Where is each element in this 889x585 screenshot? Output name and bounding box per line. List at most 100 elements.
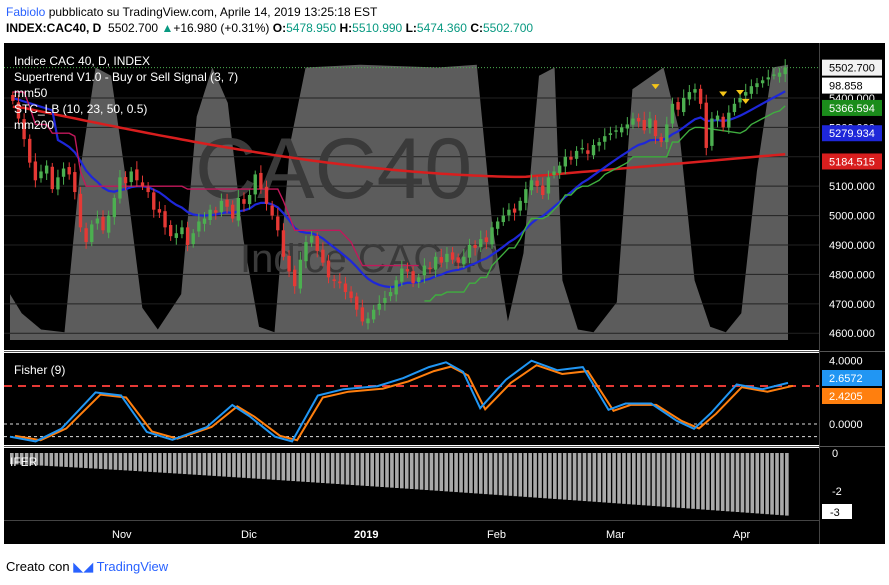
candle-body [73, 172, 77, 193]
main-title[interactable]: Indice CAC 40, D, INDEX [14, 54, 150, 68]
ifer-bar [696, 453, 700, 510]
ifer-bar [607, 453, 611, 503]
ifer-bar [207, 453, 212, 476]
ifer-bar [622, 453, 626, 504]
candle-body [197, 221, 201, 232]
axis-labels: 4600.000 4700.000 4800.000 4900.000 5000.000… [112, 59, 882, 541]
candle [253, 170, 257, 202]
candles[interactable] [11, 59, 787, 330]
candle [39, 164, 43, 183]
candle-body [512, 208, 517, 213]
price-axis[interactable] [819, 43, 885, 544]
ifer-bar [582, 453, 587, 502]
ifer-bar [222, 453, 226, 477]
candle-body [653, 120, 658, 137]
candle [727, 105, 731, 134]
ifer-bar [98, 453, 103, 469]
candle [202, 212, 207, 232]
legend-mm50[interactable]: mm50 [14, 86, 48, 100]
ifer-bar [671, 453, 676, 508]
ifer-bar [143, 453, 147, 472]
candle [738, 93, 742, 108]
legend-ifer[interactable]: IFER [10, 455, 38, 469]
candle [619, 123, 624, 138]
candle [157, 201, 162, 218]
ifer-bar [340, 453, 345, 485]
legend-fisher[interactable]: Fisher (9) [14, 363, 65, 377]
ifer-bar [375, 453, 379, 487]
tradingview-brand[interactable]: TradingView [96, 559, 169, 574]
ifer-bar [133, 453, 138, 471]
ifer-bar [424, 453, 429, 491]
ifer-bar [167, 453, 172, 474]
stc-fill [10, 64, 788, 340]
candle [315, 232, 319, 258]
candle-body [315, 235, 319, 251]
legend-mm200[interactable]: mm200 [14, 118, 54, 132]
ifer-bar [232, 453, 236, 478]
author-link[interactable]: Fabiolo [6, 5, 46, 19]
candle-body [44, 165, 49, 174]
ifer-bar [355, 453, 360, 486]
candle-body [462, 256, 466, 265]
candle [636, 113, 641, 128]
time-tick-label: Nov [112, 529, 132, 541]
candle-body [524, 189, 528, 203]
ifer-bar [735, 453, 740, 513]
candle-body [659, 137, 663, 143]
ifer-bar [646, 453, 651, 506]
candle-body [281, 230, 286, 257]
candle-body [569, 156, 573, 160]
ifer-bar [311, 453, 315, 483]
candle-body [118, 177, 122, 199]
candle-body [168, 225, 173, 237]
candle [118, 170, 122, 204]
candle-body [146, 187, 150, 193]
candle [614, 125, 618, 139]
candle-body [693, 89, 697, 93]
candle-body [95, 218, 100, 224]
ifer-bar [592, 453, 597, 502]
ifer-bar [513, 453, 518, 497]
fisher-pane[interactable] [4, 353, 819, 445]
fisher-signal-line [14, 364, 794, 442]
time-tick-label: Mar [606, 529, 625, 541]
candle [535, 176, 539, 193]
ifer-bar [10, 453, 14, 465]
low-value: 5474.360 [416, 21, 467, 35]
supertrend-up [424, 105, 786, 302]
candle-body [355, 296, 359, 310]
candle-body [394, 280, 398, 295]
candle-body [61, 168, 66, 177]
candle [90, 220, 94, 247]
watermark-big: CAC40 [195, 121, 472, 217]
price-tick-label: 5100.000 [829, 181, 875, 193]
ifer-bar [325, 453, 330, 484]
candle-body [625, 124, 630, 129]
candle [659, 133, 663, 148]
ifer-bar [187, 453, 192, 475]
candle-body [642, 120, 646, 131]
candle-body [259, 172, 263, 190]
candle-body [591, 145, 596, 156]
ifer-bar [182, 453, 187, 475]
legend-stc[interactable]: STC_LB (10, 23, 50, 0.5) [14, 102, 147, 116]
candle-body [552, 171, 556, 175]
ifer-bar [88, 453, 93, 469]
fisher-tag-bg [822, 388, 882, 404]
candle-body [332, 279, 336, 281]
candle-body [50, 166, 54, 190]
ifer-bar [301, 453, 305, 482]
price-tag-label: 5366.594 [829, 103, 875, 115]
candle-body [140, 182, 145, 187]
candle-body [473, 245, 477, 248]
candle [84, 222, 88, 249]
candle-body [422, 265, 427, 276]
candle [168, 220, 173, 241]
low-label: L: [405, 21, 417, 35]
legend-supertrend[interactable]: Supertrend V1.0 - Buy or Sell Signal (3,… [14, 70, 238, 84]
ifer-bar [567, 453, 572, 500]
ifer-bar [474, 453, 478, 494]
mm200-line [12, 105, 786, 179]
